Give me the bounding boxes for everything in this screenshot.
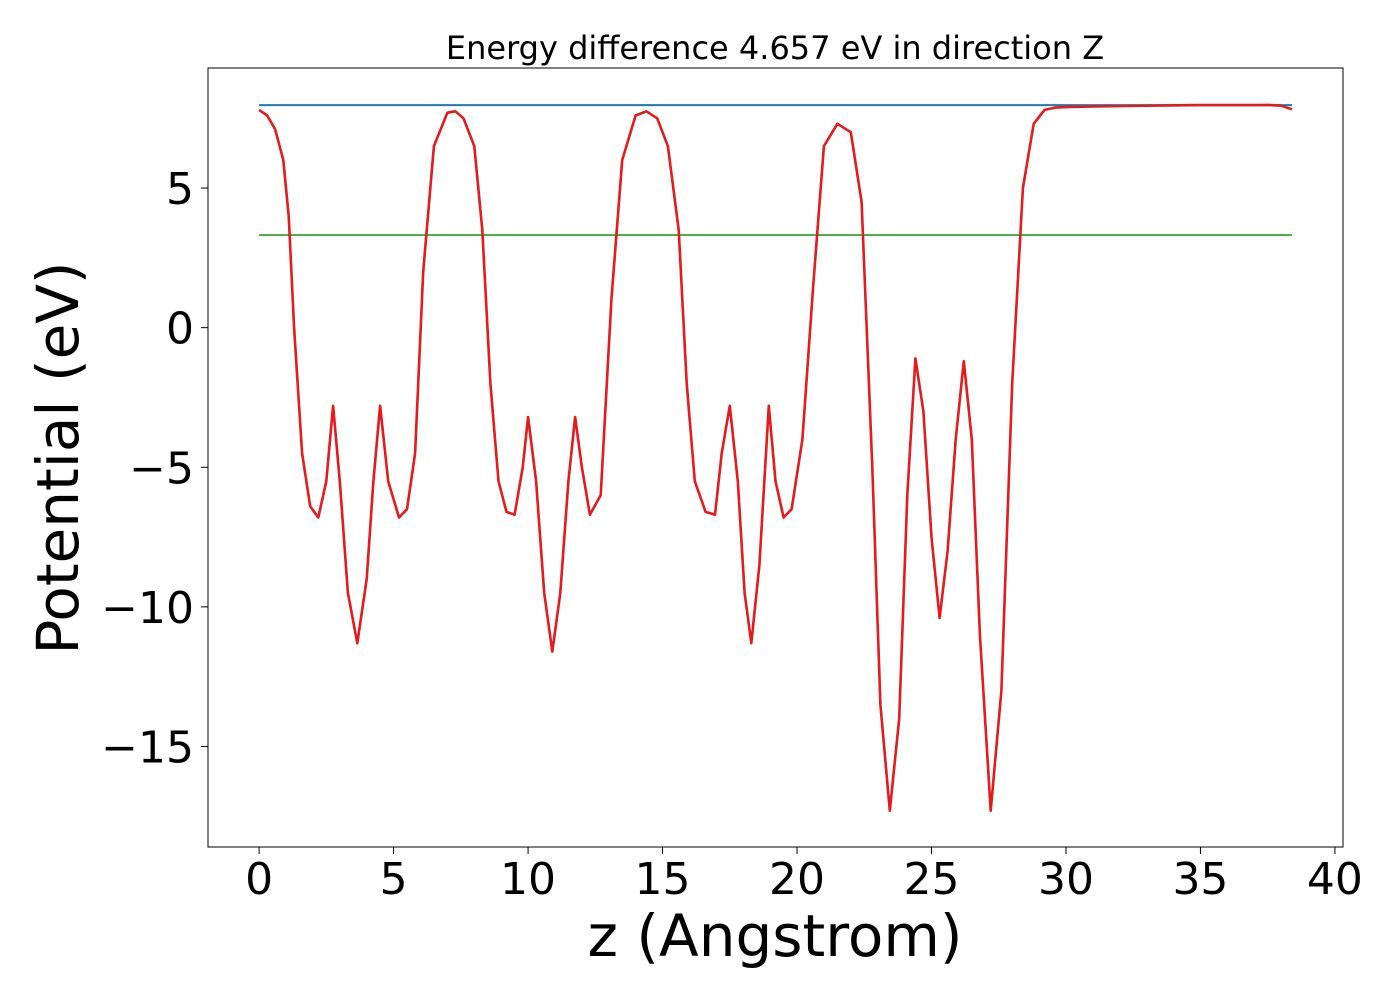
y-axis-label: Potential (eV) bbox=[24, 261, 92, 654]
x-tick-label: 0 bbox=[245, 854, 273, 905]
plot-frame bbox=[207, 67, 1344, 848]
series-line-3 bbox=[258, 103, 1293, 813]
x-tick-label: 5 bbox=[380, 854, 408, 905]
x-axis-ticks: 0 5 10 15 20 25 30 35 40 bbox=[245, 847, 1363, 905]
x-tick-label: 35 bbox=[1172, 854, 1228, 905]
series-layer bbox=[258, 103, 1293, 813]
x-tick-label: 15 bbox=[635, 854, 691, 905]
plot-area bbox=[207, 67, 1344, 848]
y-tick-label: 5 bbox=[166, 164, 194, 215]
y-tick-label: 0 bbox=[166, 304, 194, 355]
x-tick-label: 20 bbox=[769, 854, 825, 905]
y-axis-ticks: 5 0 −5 −10 −15 bbox=[101, 164, 208, 773]
chart-title: Energy difference 4.657 eV in direction … bbox=[446, 29, 1104, 67]
x-tick-label: 40 bbox=[1307, 854, 1363, 905]
x-axis-label: z (Angstrom) bbox=[588, 902, 963, 970]
x-tick-label: 30 bbox=[1038, 854, 1094, 905]
x-tick-label: 10 bbox=[500, 854, 556, 905]
y-tick-label: −15 bbox=[101, 722, 194, 773]
y-tick-label: −5 bbox=[129, 443, 194, 494]
x-tick-label: 25 bbox=[903, 854, 959, 905]
y-tick-label: −10 bbox=[101, 583, 194, 634]
